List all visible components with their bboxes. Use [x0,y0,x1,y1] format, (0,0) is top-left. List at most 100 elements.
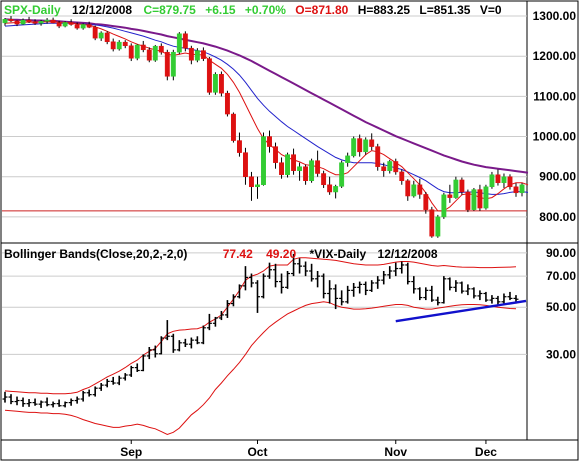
vix-bar [441,276,447,304]
candle [321,170,327,188]
candle-body [369,139,375,147]
candle [212,72,218,95]
candle-body [56,22,62,27]
candle [369,133,375,151]
vix-bar [267,262,273,279]
candle [513,183,519,197]
vix-panel-frame [0,242,579,441]
candle-body [387,161,393,171]
vix-bar [405,262,411,285]
vix-bar [339,290,345,306]
candle [152,44,158,62]
candle-body [92,27,98,39]
vix-bar [254,280,260,313]
candle-body [249,176,254,188]
candle-body [495,174,501,184]
candle [495,169,501,186]
vix-symbol: *VIX-Daily [309,247,366,261]
candle-body [453,179,459,198]
vix-bar [182,338,188,347]
candle-body [80,24,86,29]
candle [74,22,80,30]
candle-body [267,136,272,147]
vix-bar [158,336,164,355]
candle-body [333,186,339,193]
candle-body [218,74,224,94]
candle [92,25,98,41]
vix-bar [321,273,327,299]
candle [465,189,471,213]
vix-bar [375,276,381,289]
vix-bar [399,261,405,274]
vix-bar [206,313,212,331]
header-open: O=871.80 [295,3,348,17]
vix-bar [122,373,128,381]
candle [146,47,152,63]
vix-ytick-label: 50.00 [546,300,576,314]
candle-body [477,189,483,209]
candle [224,90,230,117]
price-ytick-label: 1100.00 [533,89,576,103]
candle-body [74,24,80,29]
vix-bar [303,261,309,277]
candle [164,49,170,81]
candle [297,162,303,181]
candle-body [146,49,152,61]
header-low: L=851.35 [419,3,470,17]
candle-body [110,41,116,50]
candle-body [152,45,158,61]
candle [116,40,122,51]
candle-body [351,138,357,157]
candle [50,17,56,24]
candle [230,112,236,143]
candle-body [429,209,435,237]
candle-body [164,51,170,77]
vix-bar [495,295,501,306]
candle [429,206,435,238]
vix-bar [26,399,32,407]
candle-body [194,50,200,61]
candle-body [128,45,134,59]
candle [519,183,525,197]
candle [8,16,14,23]
price-ytick-label: 1200.00 [533,49,577,63]
vix-bar [273,263,279,288]
price-ytick-label: 900.00 [539,170,576,184]
header-close: C=879.75 [143,3,196,17]
vix-bar [38,400,44,408]
vix-bar [86,389,92,397]
vix-bar [309,263,315,282]
vix-bar [465,284,471,296]
candle-body [375,146,381,167]
candle [339,160,345,188]
vix-ytick-label: 70.00 [546,269,576,283]
axes: 1300.00 1200.00 1100.00 1000.00 900.00 800.00… [120,9,576,459]
candle-body [255,184,260,188]
vix-bar [62,401,68,408]
bollinger-upper-band [4,257,517,395]
candle-body [363,139,369,153]
candle-body [206,58,212,93]
candle-body [44,19,50,22]
candle-body [14,20,20,25]
candle-body [345,155,351,163]
candle-body [321,173,327,186]
vix-bar [471,287,477,299]
vix-bar [423,287,429,301]
header-date: 12/12/2008 [72,3,132,17]
candle-body [8,19,14,22]
vix-bar [194,336,200,345]
vix-bar [327,280,333,304]
candle-body [237,140,242,153]
candle-body [62,22,68,27]
candle [273,142,278,169]
vix-bar [134,363,140,372]
header-change: +6.15 [205,3,236,17]
candle-body [519,184,525,194]
candle [104,31,110,45]
ma-short-line [4,21,529,212]
candle [32,19,38,25]
candle-body [188,47,194,61]
candle [309,158,315,183]
vix-bar [387,266,393,279]
